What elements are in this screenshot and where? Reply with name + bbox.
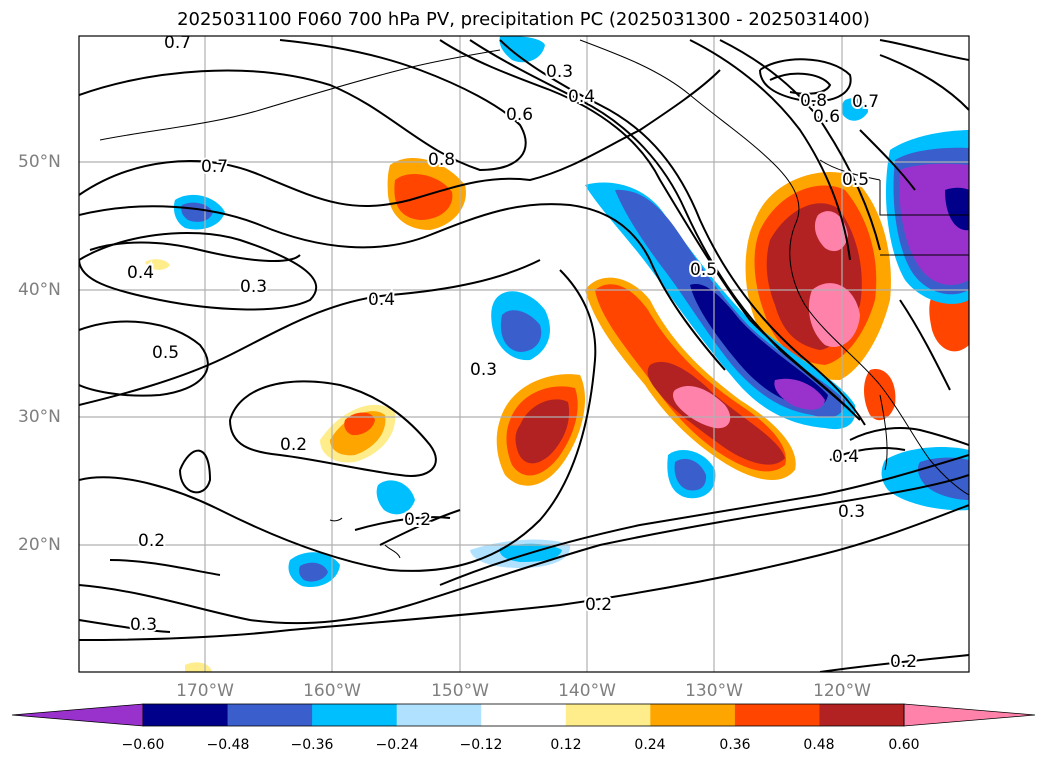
precip-region [672, 385, 731, 429]
colorbar-segment [312, 704, 398, 726]
contour-label: 0.4 [568, 87, 595, 107]
lon-label: 120°W [813, 681, 871, 701]
contour-label: 0.4 [832, 447, 859, 467]
colorbar-tick-label: 0.24 [634, 737, 666, 753]
colorbar-tick-label: −0.24 [375, 737, 419, 753]
map-title: 2025031100 F060 700 hPa PV, precipitatio… [177, 9, 870, 30]
contour-label: 0.7 [201, 157, 228, 177]
lat-label: 20°N [18, 535, 61, 555]
colorbar-extend-max [903, 703, 1036, 727]
precip-region [808, 283, 860, 347]
precip-region [864, 369, 896, 421]
colorbar-segment [481, 704, 567, 726]
contour-label-layer: 0.7 0.3 0.4 0.6 0.8 0.7 0.6 0.7 0.8 0.5 … [125, 31, 919, 674]
colorbar-segment [227, 704, 313, 726]
contour-label: 0.3 [130, 615, 157, 635]
pv-contours [79, 39, 969, 672]
colorbar-tick-label: 0.48 [803, 737, 835, 753]
contour-label: 0.7 [164, 33, 191, 53]
contour-label: 0.4 [368, 290, 395, 310]
colorbar [11, 703, 1036, 727]
precip-region [615, 189, 845, 418]
colorbar-segment [734, 704, 820, 726]
precip-region [344, 412, 375, 436]
contour-label: 0.2 [890, 652, 917, 672]
colorbar-tick-label: 0.36 [719, 737, 751, 753]
lon-label: 130°W [685, 681, 743, 701]
contour-label: 0.6 [506, 105, 533, 125]
lat-label: 50°N [18, 152, 61, 172]
colorbar-segment [396, 704, 482, 726]
precip-region [814, 211, 848, 252]
precip-region [841, 98, 868, 121]
colorbar-tick-label: −0.60 [121, 737, 165, 753]
contour-label: 0.7 [852, 92, 879, 112]
contour-label: 0.2 [138, 531, 165, 551]
contour-label: 0.5 [690, 260, 717, 280]
lon-label: 170°W [176, 681, 234, 701]
precip-region [145, 259, 170, 270]
lon-label: 160°W [303, 681, 361, 701]
colorbar-segment [819, 704, 905, 726]
contour-label: 0.3 [546, 62, 573, 82]
precip-region [499, 36, 545, 63]
contour-label: 0.2 [585, 595, 612, 615]
contour-label: 0.4 [127, 263, 154, 283]
contour-label: 0.8 [428, 150, 455, 170]
precipitation-fill-layer [145, 36, 969, 672]
colorbar-segment [143, 704, 229, 726]
contour-label: 0.8 [800, 91, 827, 111]
precip-region [917, 457, 969, 500]
lat-label: 40°N [18, 280, 61, 300]
colorbar-tick-label: 0.12 [550, 737, 582, 753]
contour-label: 0.3 [470, 360, 497, 380]
precip-region [674, 458, 707, 491]
contour-label: 0.6 [813, 107, 840, 127]
lat-label: 30°N [18, 407, 61, 427]
precip-region [774, 378, 825, 410]
contour-label: 0.5 [842, 170, 869, 190]
precip-region [185, 662, 212, 672]
colorbar-segment [650, 704, 736, 726]
contour-label: 0.2 [404, 510, 431, 530]
contour-label: 0.3 [838, 502, 865, 522]
contour-label: 0.2 [280, 435, 307, 455]
lon-label: 140°W [558, 681, 616, 701]
colorbar-extend-min [11, 703, 144, 727]
contour-label: 0.5 [152, 343, 179, 363]
precip-region [500, 310, 542, 352]
colorbar-border [142, 703, 905, 727]
colorbar-segment [565, 704, 651, 726]
precip-region [690, 284, 828, 408]
precip-region [945, 187, 969, 231]
precip-region [299, 562, 328, 582]
graticule [79, 36, 969, 672]
precip-region [515, 399, 570, 464]
colorbar-tick-label: −0.36 [290, 737, 334, 753]
colorbar-tick-label: −0.12 [459, 737, 503, 753]
lon-label: 150°W [431, 681, 489, 701]
map-frame [78, 35, 970, 673]
precip-region [376, 480, 415, 515]
colorbar-tick-label: −0.48 [206, 737, 250, 753]
contour-label: 0.3 [240, 277, 267, 297]
colorbar-tick-label: 0.60 [888, 737, 920, 753]
